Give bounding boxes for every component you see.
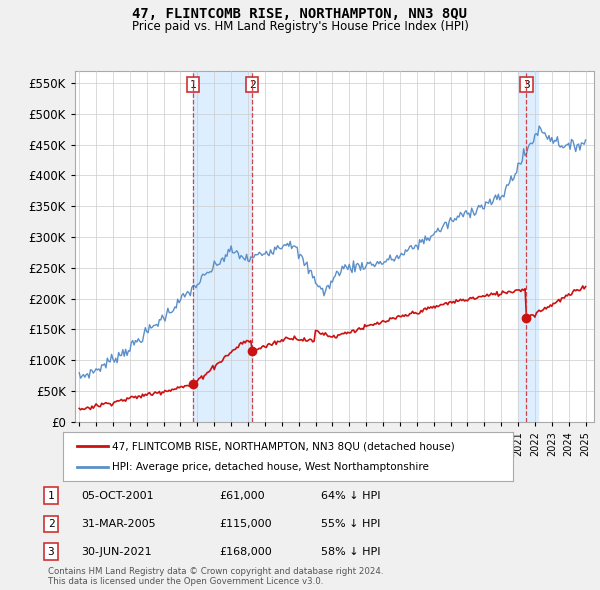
Text: 2: 2 <box>47 519 55 529</box>
Text: Contains HM Land Registry data © Crown copyright and database right 2024.: Contains HM Land Registry data © Crown c… <box>48 567 383 576</box>
Text: 2: 2 <box>249 80 256 90</box>
Text: This data is licensed under the Open Government Licence v3.0.: This data is licensed under the Open Gov… <box>48 578 323 586</box>
Bar <box>518 71 538 422</box>
Text: 30-JUN-2021: 30-JUN-2021 <box>81 547 152 556</box>
Text: 1: 1 <box>47 491 55 500</box>
Text: HPI: Average price, detached house, West Northamptonshire: HPI: Average price, detached house, West… <box>113 463 430 473</box>
Text: 1: 1 <box>190 80 197 90</box>
Text: 31-MAR-2005: 31-MAR-2005 <box>81 519 155 529</box>
Text: Price paid vs. HM Land Registry's House Price Index (HPI): Price paid vs. HM Land Registry's House … <box>131 20 469 33</box>
Text: 3: 3 <box>47 547 55 556</box>
Text: 3: 3 <box>523 80 530 90</box>
Text: 58% ↓ HPI: 58% ↓ HPI <box>321 547 380 556</box>
Bar <box>193 71 252 422</box>
Text: 55% ↓ HPI: 55% ↓ HPI <box>321 519 380 529</box>
Text: £168,000: £168,000 <box>219 547 272 556</box>
Text: £115,000: £115,000 <box>219 519 272 529</box>
Text: 47, FLINTCOMB RISE, NORTHAMPTON, NN3 8QU: 47, FLINTCOMB RISE, NORTHAMPTON, NN3 8QU <box>133 7 467 21</box>
Text: 05-OCT-2001: 05-OCT-2001 <box>81 491 154 500</box>
Text: 47, FLINTCOMB RISE, NORTHAMPTON, NN3 8QU (detached house): 47, FLINTCOMB RISE, NORTHAMPTON, NN3 8QU… <box>113 441 455 451</box>
Text: 64% ↓ HPI: 64% ↓ HPI <box>321 491 380 500</box>
Text: £61,000: £61,000 <box>219 491 265 500</box>
